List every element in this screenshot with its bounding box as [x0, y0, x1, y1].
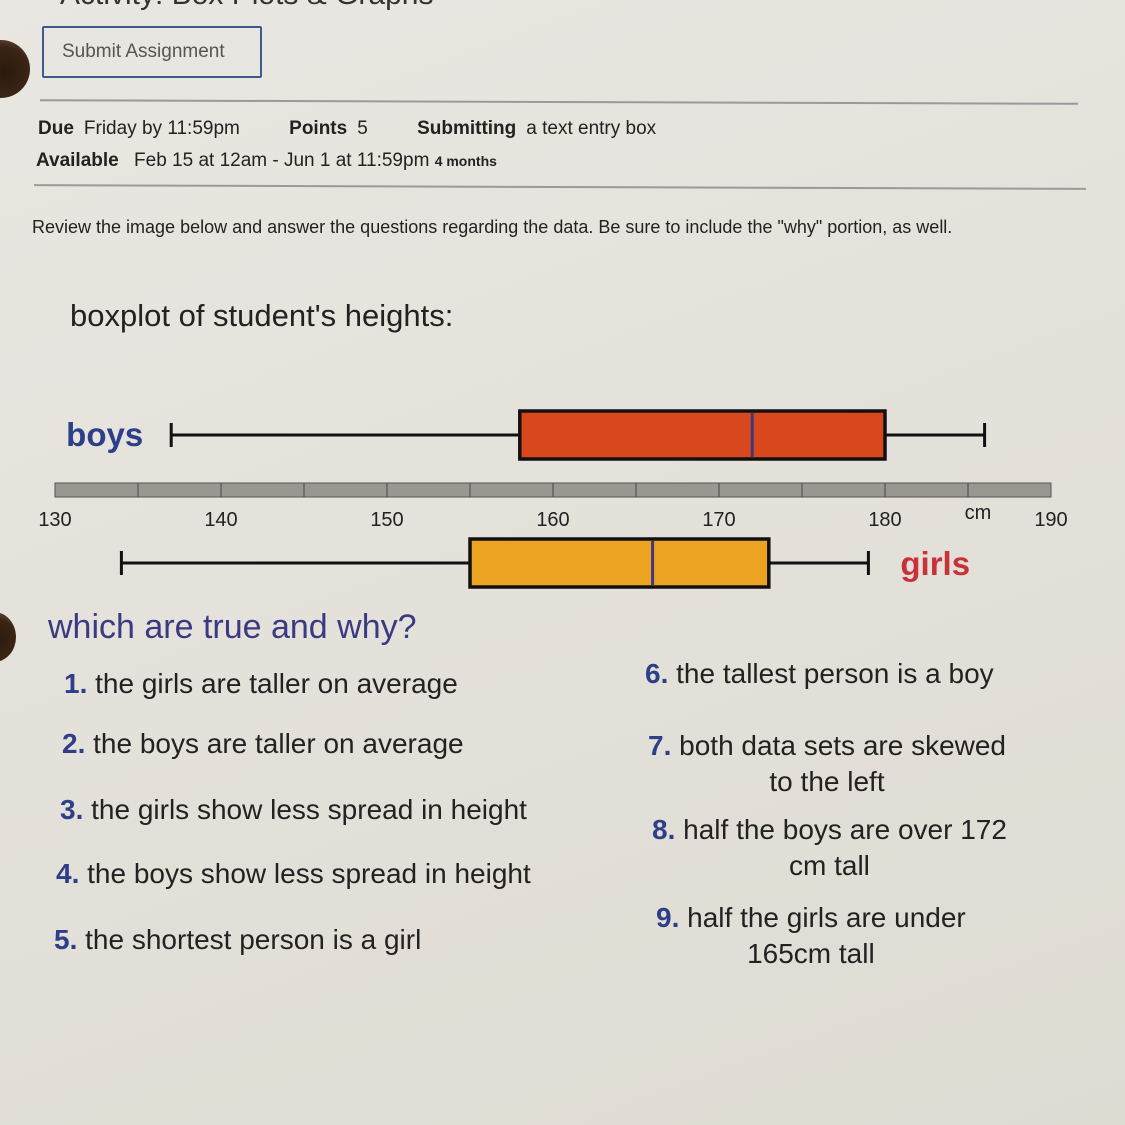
submitting-value: a text entry box [526, 118, 657, 139]
submitting-label: Submitting [417, 118, 517, 139]
due-label: Due [38, 118, 74, 139]
question-heading: which are true and why? [48, 608, 417, 646]
available-label: Available [36, 150, 119, 171]
submit-assignment-button[interactable]: Submit Assignment [42, 26, 262, 78]
statement-number: 5. [54, 924, 78, 955]
points-value: 5 [357, 118, 368, 139]
tick-label: 170 [702, 509, 735, 531]
assignment-title: Activity: Box Plots & Graphs [60, 0, 433, 12]
tick-label: 130 [38, 509, 71, 531]
statement-1: 1. the girls are taller on average [64, 666, 458, 702]
tick-label: 150 [370, 509, 403, 531]
statement-text: the boys are taller on average [93, 728, 464, 759]
box-boys [518, 409, 887, 461]
statement-text: the girls are taller on average [95, 668, 458, 699]
available-duration: 4 months [434, 153, 497, 169]
statement-9: 9. half the girls are under 165cm tall [656, 900, 966, 972]
statement-number: 4. [56, 858, 80, 889]
statement-number: 2. [62, 728, 86, 759]
statement-number: 6. [645, 658, 669, 689]
points-label: Points [289, 118, 348, 139]
statement-text: the boys show less spread in height [87, 858, 531, 889]
statement-5: 5. the shortest person is a girl [54, 922, 421, 958]
statement-text: the girls show less spread in height [91, 794, 527, 825]
chart-title: boxplot of student's heights: [70, 298, 454, 333]
binder-hole [0, 612, 16, 662]
statement-number: 3. [60, 794, 84, 825]
statement-3: 3. the girls show less spread in height [60, 792, 527, 828]
tick-label: 160 [536, 509, 569, 531]
tick-label: 140 [204, 509, 237, 531]
series-label-girls: girls [900, 545, 970, 582]
statement-text: half the girls are under 165cm tall [687, 902, 966, 969]
statement-number: 7. [648, 730, 672, 761]
statement-7: 7. both data sets are skewed to the left [648, 728, 1006, 800]
statement-text: the shortest person is a girl [85, 924, 422, 955]
series-label-boys: boys [66, 416, 143, 453]
divider [33, 184, 1087, 190]
statement-6: 6. the tallest person is a boy [645, 656, 994, 692]
statement-4: 4. the boys show less spread in height [56, 856, 531, 892]
statement-number: 1. [64, 668, 88, 699]
unit-label: cm [965, 502, 992, 524]
assignment-meta-row1: Due Friday by 11:59pm Points 5 Submitting a… [38, 118, 656, 140]
statement-8: 8. half the boys are over 172 cm tall [652, 812, 1007, 884]
instructions-text: Review the image below and answer the qu… [32, 217, 953, 237]
due-value: Friday by 11:59pm [83, 118, 240, 139]
statement-text: half the boys are over 172 cm tall [683, 814, 1007, 881]
submit-label: Submit Assignment [62, 41, 225, 62]
statement-text: both data sets are skewed to the left [679, 730, 1007, 797]
statement-number: 9. [656, 902, 680, 933]
divider [39, 99, 1079, 105]
statement-2: 2. the boys are taller on average [62, 726, 464, 762]
box-girls [468, 537, 771, 589]
assignment-meta-row2: Available Feb 15 at 12am - Jun 1 at 11:5… [36, 150, 497, 172]
statement-text: the tallest person is a boy [676, 658, 994, 689]
statement-number: 8. [652, 814, 676, 845]
tick-label: 190 [1034, 509, 1067, 531]
available-value: Feb 15 at 12am - Jun 1 at 11:59pm [134, 150, 430, 171]
binder-hole [0, 40, 30, 98]
boxplot-chart: 130 140 150 160 170 180 190 cm boys girls [38, 409, 1068, 589]
tick-label: 180 [868, 509, 901, 531]
